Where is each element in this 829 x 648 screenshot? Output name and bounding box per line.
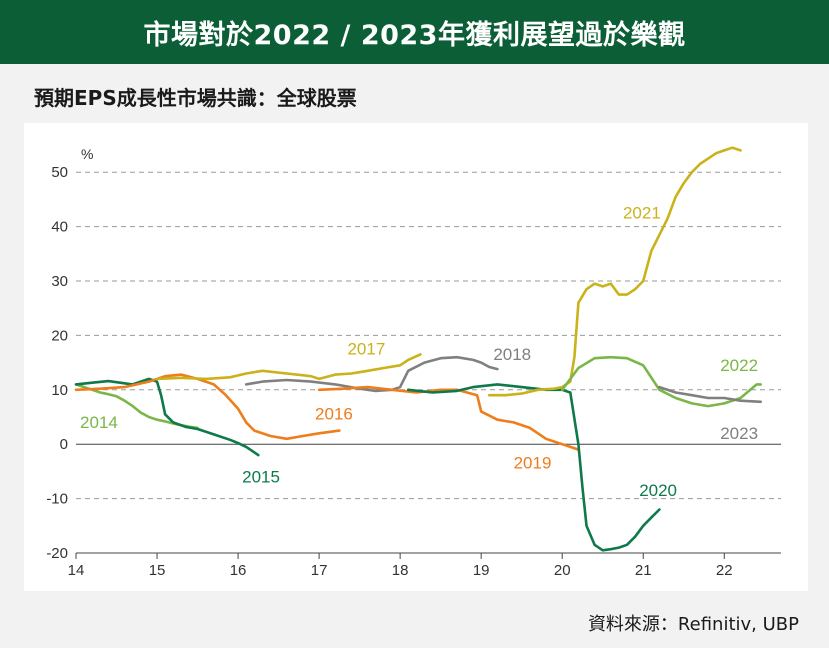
series-labels: 2014 2015 2016 2017 2018 2019 2020 2021 2022 2023 xyxy=(80,203,758,499)
y-tick-label: -10 xyxy=(46,491,68,508)
series-line-2016 xyxy=(74,373,341,441)
x-tick-label: 22 xyxy=(716,562,733,579)
series-line-2020 xyxy=(406,383,661,552)
series-lines xyxy=(74,146,762,552)
page-title: 市場對於2022 / 2023年獲利展望過於樂觀 xyxy=(143,19,686,51)
y-tick-label: 0 xyxy=(60,436,68,453)
x-tick-label: 15 xyxy=(149,562,166,579)
gridlines xyxy=(76,171,781,554)
y-tick-label: -20 xyxy=(46,545,68,562)
series-label-2019: 2019 xyxy=(514,454,552,473)
x-tick-label: 17 xyxy=(311,562,328,579)
series-line-2022 xyxy=(560,355,762,408)
source-note: 資料來源：Refinitiv, UBP xyxy=(587,614,799,635)
series-line-2015 xyxy=(74,377,260,457)
y-tick-label: 10 xyxy=(51,382,68,399)
series-line-2018 xyxy=(244,355,499,393)
x-tick-label: 14 xyxy=(68,562,85,579)
series-line-2021 xyxy=(488,146,742,397)
series-line-2017 xyxy=(155,353,422,381)
x-axis: 14 15 16 17 18 19 20 21 22 xyxy=(68,443,781,579)
x-tick-label: 20 xyxy=(554,562,571,579)
series-line-2019 xyxy=(317,385,580,451)
series-label-2014: 2014 xyxy=(80,413,118,432)
series-label-2017: 2017 xyxy=(347,339,385,358)
y-axis-unit: % xyxy=(81,146,93,162)
y-tick-label: 30 xyxy=(51,273,68,290)
y-axis-ticks: -20 -10 0 10 20 30 40 50 xyxy=(46,164,68,562)
series-label-2020: 2020 xyxy=(639,481,677,500)
series-label-2015: 2015 xyxy=(242,467,280,486)
page-title-banner: 市場對於2022 / 2023年獲利展望過於樂觀 xyxy=(0,0,829,64)
x-tick-label: 16 xyxy=(230,562,247,579)
series-line-2023 xyxy=(658,385,762,404)
series-label-2021: 2021 xyxy=(623,203,661,222)
series-label-2022: 2022 xyxy=(720,356,758,375)
x-tick-label: 18 xyxy=(392,562,409,579)
series-label-2018: 2018 xyxy=(493,345,531,364)
y-tick-label: 20 xyxy=(51,327,68,344)
y-tick-label: 40 xyxy=(51,219,68,236)
y-tick-label: 50 xyxy=(51,164,68,181)
series-label-2023: 2023 xyxy=(720,424,758,443)
series-label-2016: 2016 xyxy=(315,405,353,424)
chart-subtitle: 預期EPS成長性市場共識：全球股票 xyxy=(34,86,357,110)
chart-panel: -20 -10 0 10 20 30 40 50 14 15 16 17 18 19 20 21 22 201… xyxy=(24,123,808,591)
x-tick-label: 21 xyxy=(635,562,652,579)
x-tick-label: 19 xyxy=(473,562,490,579)
